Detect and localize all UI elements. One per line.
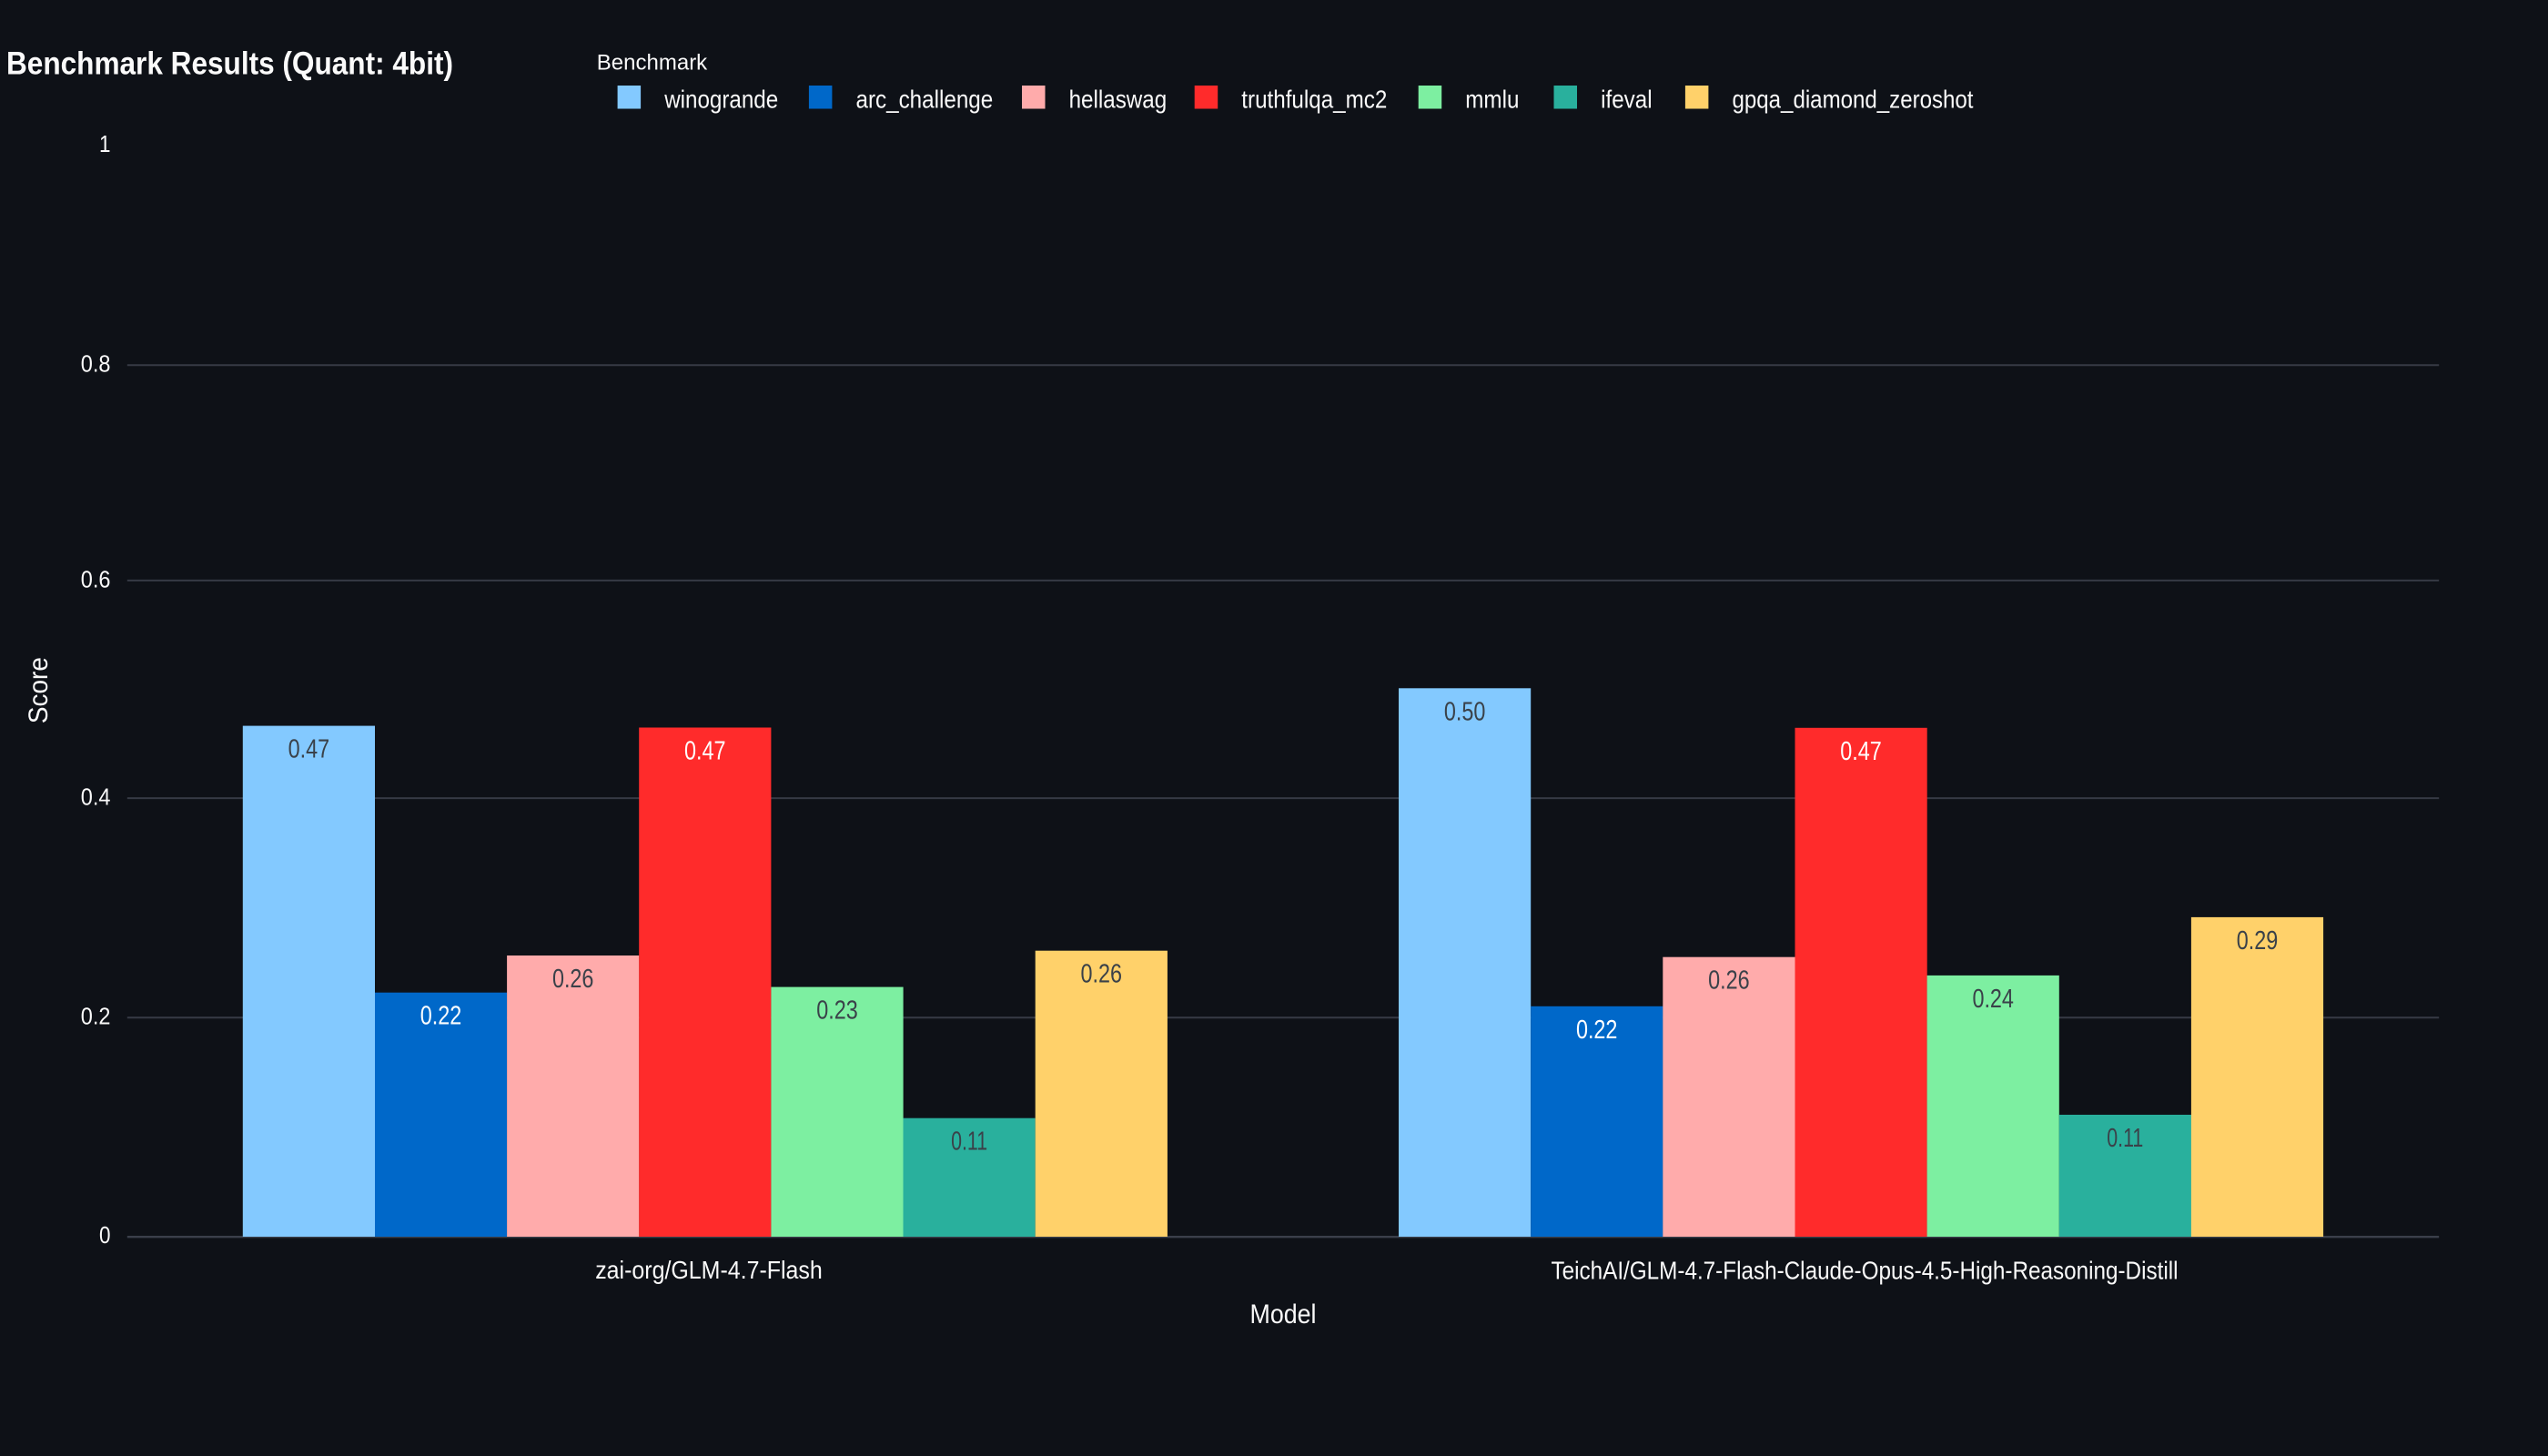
svg-text:0.11: 0.11 [2107,1124,2143,1153]
svg-text:0.47: 0.47 [684,737,726,766]
svg-text:0.47: 0.47 [288,735,330,764]
svg-text:0.29: 0.29 [2237,926,2279,956]
svg-text:TeichAI/GLM-4.7-Flash-Claude-O: TeichAI/GLM-4.7-Flash-Claude-Opus-4.5-Hi… [1552,1256,2179,1284]
svg-text:0.47: 0.47 [1840,737,1882,766]
svg-text:winogrande: winogrande [663,86,778,114]
svg-text:Score: Score [24,657,54,723]
svg-text:gpqa_diamond_zeroshot: gpqa_diamond_zeroshot [1733,86,1974,114]
svg-text:0.4: 0.4 [81,784,111,811]
svg-text:Model: Model [1250,1299,1317,1330]
svg-text:0.22: 0.22 [1576,1016,1618,1045]
svg-text:0.22: 0.22 [420,1002,462,1031]
svg-text:0.2: 0.2 [81,1003,111,1030]
svg-text:hellaswag: hellaswag [1069,86,1168,114]
svg-text:0.26: 0.26 [1708,966,1750,996]
svg-text:0.6: 0.6 [81,565,111,592]
svg-text:arc_challenge: arc_challenge [856,86,994,114]
svg-text:mmlu: mmlu [1465,86,1519,114]
svg-text:0.50: 0.50 [1444,697,1486,726]
svg-text:0.23: 0.23 [816,996,858,1026]
svg-text:1: 1 [99,130,111,157]
svg-text:0.11: 0.11 [951,1127,987,1157]
svg-text:truthfulqa_mc2: truthfulqa_mc2 [1241,86,1387,114]
svg-text:Benchmark Results (Quant: 4bit: Benchmark Results (Quant: 4bit) [6,46,453,81]
svg-text:ifeval: ifeval [1601,86,1653,114]
svg-text:0: 0 [99,1221,111,1249]
svg-text:0.26: 0.26 [552,965,594,994]
svg-text:0.26: 0.26 [1081,960,1123,989]
svg-text:zai-org/GLM-4.7-Flash: zai-org/GLM-4.7-Flash [595,1256,823,1284]
svg-text:0.8: 0.8 [81,350,111,378]
svg-text:0.24: 0.24 [1972,985,2014,1014]
svg-text:Benchmark: Benchmark [597,51,708,76]
